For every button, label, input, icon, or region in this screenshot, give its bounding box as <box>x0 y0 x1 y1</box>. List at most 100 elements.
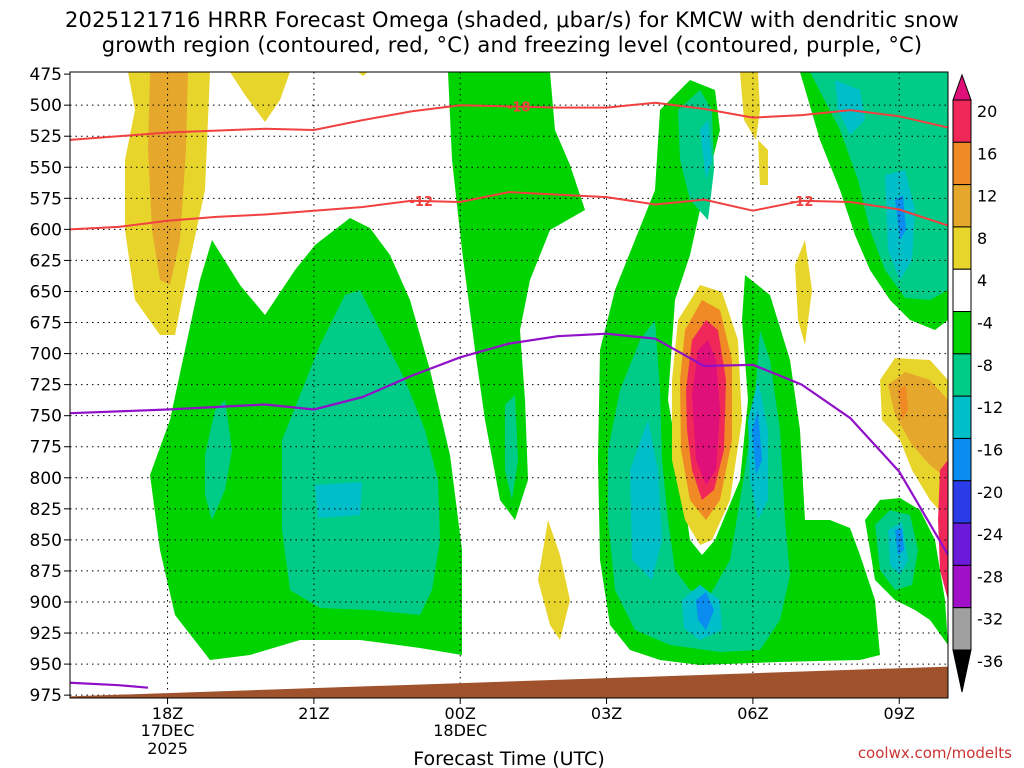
colorbar-tick--28: -28 <box>977 567 1003 586</box>
y-tick-label-675: 675 <box>30 314 62 334</box>
x-tick-year-18Z: 2025 <box>147 739 188 758</box>
colorbar-min-arrow <box>952 649 972 693</box>
isotherm-line--12 <box>70 191 948 231</box>
omega-region-yellow-06z <box>740 72 760 140</box>
x-tick-label-21Z: 21Z <box>298 704 329 723</box>
colorbar-band-8 <box>952 184 972 228</box>
colorbar-max-arrow <box>952 73 972 101</box>
freezing-level-line <box>70 332 948 556</box>
isotherm-label--12: -12 <box>790 195 814 210</box>
colorbar-tick-4: 4 <box>977 271 987 290</box>
y-tick-label-625: 625 <box>30 251 62 271</box>
isotherm-label--12: -12 <box>409 195 433 210</box>
omega-region-teal-upper-right <box>810 72 948 300</box>
omega-region-blue-upper-right <box>895 195 906 240</box>
y-tick-label-925: 925 <box>30 624 62 644</box>
y-tick-label-875: 875 <box>30 562 62 582</box>
x-tick-label-00Z: 00Z <box>445 704 476 723</box>
freezing-level-surface-line <box>70 681 149 689</box>
isotherm-label--18: -18 <box>507 101 531 116</box>
colorbar-tick--8: -8 <box>977 356 993 375</box>
colorbar-tick--4: -4 <box>977 314 993 333</box>
y-tick-label-500: 500 <box>30 96 62 116</box>
omega-region-yellow-02z <box>538 520 570 640</box>
y-tick-label-700: 700 <box>30 345 62 365</box>
x-tick-label-03Z: 03Z <box>591 704 622 723</box>
y-tick-label-650: 650 <box>30 282 62 302</box>
omega-region-teal-main <box>282 290 440 615</box>
colorbar-band-16 <box>952 99 972 143</box>
y-tick-label-900: 900 <box>30 593 62 613</box>
y-tick-label-475: 475 <box>30 65 62 85</box>
y-tick-label-825: 825 <box>30 500 62 520</box>
y-tick-label-725: 725 <box>30 376 62 396</box>
freezing-level <box>70 332 948 689</box>
colorbar-band--16 <box>952 395 972 439</box>
colorbar-band--8 <box>952 311 972 355</box>
omega-region-green-column <box>448 72 585 520</box>
omega-region-teal-small <box>205 400 232 520</box>
omega-region-cyan-upper <box>700 120 712 180</box>
y-tick-label-775: 775 <box>30 438 62 458</box>
colorbar-band--4 <box>952 268 972 313</box>
omega-region-teal-column <box>505 395 518 500</box>
colorbar-tick--24: -24 <box>977 525 1003 544</box>
x-axis-label: Forecast Time (UTC) <box>413 748 604 768</box>
credit-link[interactable]: coolwx.com/modelts <box>857 744 1012 762</box>
omega-region-magenta-core <box>692 340 720 485</box>
y-tick-label-550: 550 <box>30 158 62 178</box>
terrain <box>70 666 948 698</box>
x-tick-label-06Z: 06Z <box>737 704 768 723</box>
colorbar-tick--12: -12 <box>977 398 1003 417</box>
x-tick-date-00Z: 18DEC <box>433 721 487 740</box>
y-tick-label-800: 800 <box>30 469 62 489</box>
y-tick-label-525: 525 <box>30 127 62 147</box>
y-tick-label-950: 950 <box>30 655 62 675</box>
omega-region-yellow-06z-2 <box>758 140 768 185</box>
omega-shading <box>125 72 948 665</box>
x-tick-date-18Z: 17DEC <box>141 721 195 740</box>
y-tick-label-750: 750 <box>30 407 62 427</box>
omega-region-cyan-upper-right <box>835 80 865 135</box>
colorbar-band-12 <box>952 141 972 186</box>
colorbar-band--28 <box>952 522 972 566</box>
colorbar-tick-16: 16 <box>977 144 997 163</box>
colorbar-band--24 <box>952 480 972 524</box>
colorbar-tick--36: -36 <box>977 652 1003 671</box>
colorbar-tick--16: -16 <box>977 440 1003 459</box>
x-tick-label-09Z: 09Z <box>884 704 915 723</box>
omega-region-blue-right <box>752 410 762 475</box>
y-tick-label-575: 575 <box>30 189 62 209</box>
omega-region-yellow-top1 <box>230 72 290 122</box>
colorbar-tick--20: -20 <box>977 483 1003 502</box>
colorbar-band--12 <box>952 353 972 397</box>
y-tick-label-850: 850 <box>30 531 62 551</box>
omega-region-yellow-top2 <box>358 72 368 76</box>
chart-title: 2025121716 HRRR Forecast Omega (shaded, … <box>64 8 960 57</box>
omega-region-cyan-small <box>315 482 362 518</box>
y-axis-ticks: 475 500 525 550 575 600 625 650 675 700 725 750 775 8… <box>30 65 70 706</box>
colorbar: 20 16 12 8 4 -4 -8 -12 -16 -20 -24 -28 -32 -36 <box>952 73 1003 693</box>
omega-region-orange2-09z <box>898 385 908 420</box>
colorbar-band-4 <box>952 226 972 270</box>
colorbar-tick-20: 20 <box>977 102 997 121</box>
omega-region-red-09z <box>938 460 948 600</box>
y-tick-label-600: 600 <box>30 220 62 240</box>
x-tick-label-18Z: 18Z <box>152 704 183 723</box>
omega-region-orange-left <box>148 72 188 285</box>
omega-region-teal-upper <box>678 90 714 220</box>
omega-region-green-right <box>598 80 880 665</box>
grid-lines <box>70 72 948 698</box>
colorbar-tick-12: 12 <box>977 187 997 206</box>
colorbar-band--32 <box>952 564 972 609</box>
isotherm-line--18 <box>70 101 948 141</box>
colorbar-tick-8: 8 <box>977 229 987 248</box>
terrain-polygon <box>70 666 948 698</box>
dgz-isotherms: -18 -12 -12 <box>70 101 948 231</box>
y-tick-label-975: 975 <box>30 686 62 706</box>
colorbar-tick--32: -32 <box>977 610 1003 629</box>
omega-region-blue-09z-low <box>895 528 904 555</box>
colorbar-band--20 <box>952 437 972 482</box>
